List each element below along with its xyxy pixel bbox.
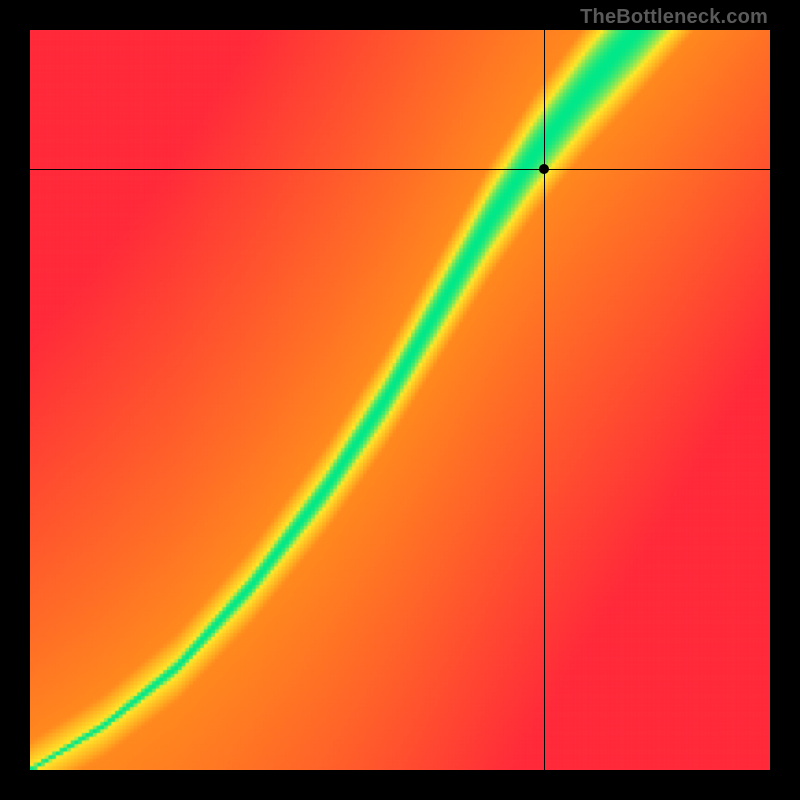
bottleneck-marker xyxy=(539,164,549,174)
root: TheBottleneck.com xyxy=(0,0,800,800)
crosshair-vertical xyxy=(544,30,545,770)
heatmap-canvas xyxy=(30,30,770,770)
crosshair-horizontal xyxy=(30,169,770,170)
heatmap-plot xyxy=(30,30,770,770)
attribution-text: TheBottleneck.com xyxy=(580,6,768,29)
